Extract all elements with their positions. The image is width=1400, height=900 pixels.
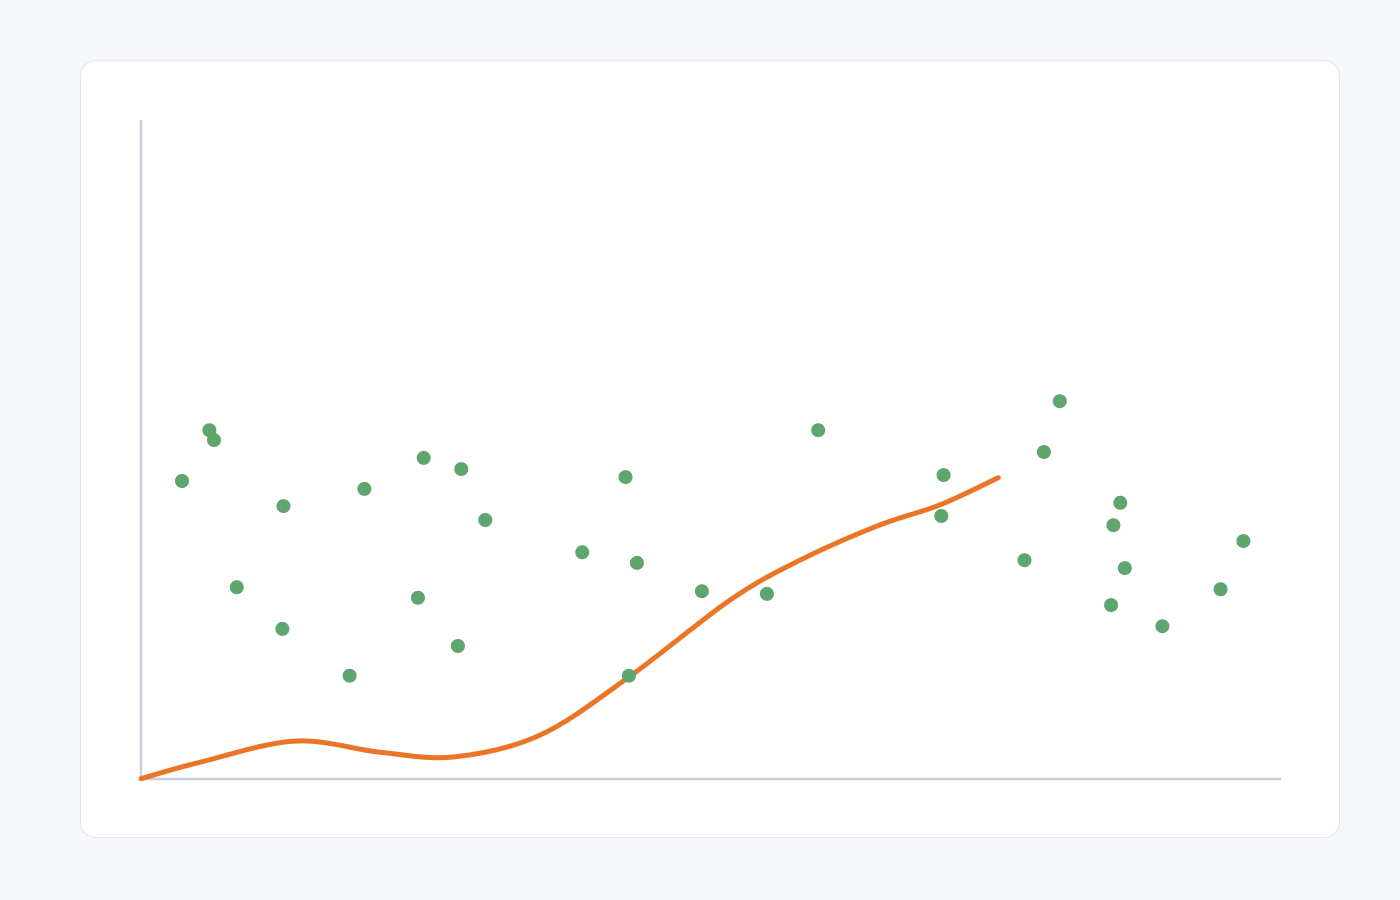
scatter-point xyxy=(229,580,244,595)
chart-card xyxy=(80,60,1340,838)
chart-axes xyxy=(139,120,1281,781)
scatter-point xyxy=(454,462,469,477)
scatter-point xyxy=(1036,445,1051,459)
scatter-point xyxy=(478,513,493,527)
scatter-point xyxy=(1104,598,1119,613)
scatter-point xyxy=(416,450,431,465)
scatter-point xyxy=(207,433,221,448)
scatter-point xyxy=(1113,495,1128,510)
scatter-point xyxy=(1052,394,1067,409)
scatter-point xyxy=(1236,534,1251,549)
scatter-point xyxy=(175,474,189,488)
scatter-point xyxy=(411,590,425,605)
scatter-point xyxy=(1017,553,1032,568)
scatter-point xyxy=(450,639,465,653)
scatter-point xyxy=(934,509,949,523)
scatter-point xyxy=(357,481,372,496)
scatter-point xyxy=(276,499,291,514)
scatter-point xyxy=(1106,518,1121,533)
scatter-series xyxy=(175,394,1251,683)
scatter-point xyxy=(936,468,951,483)
scatter-point xyxy=(694,584,709,599)
scatter-point xyxy=(621,668,636,683)
trend-line xyxy=(138,475,1001,782)
scatter-point xyxy=(811,423,826,438)
scatter-point xyxy=(618,470,633,485)
scatter-point xyxy=(1117,561,1132,576)
trend-line-series xyxy=(138,475,1001,782)
scatter-point xyxy=(275,621,290,636)
scatter-point xyxy=(1213,582,1228,597)
scatter-point xyxy=(342,668,357,683)
scatter-point xyxy=(575,545,590,560)
scatter-point xyxy=(759,586,774,601)
scatter-point xyxy=(629,555,644,570)
scatter-point xyxy=(1155,619,1170,634)
